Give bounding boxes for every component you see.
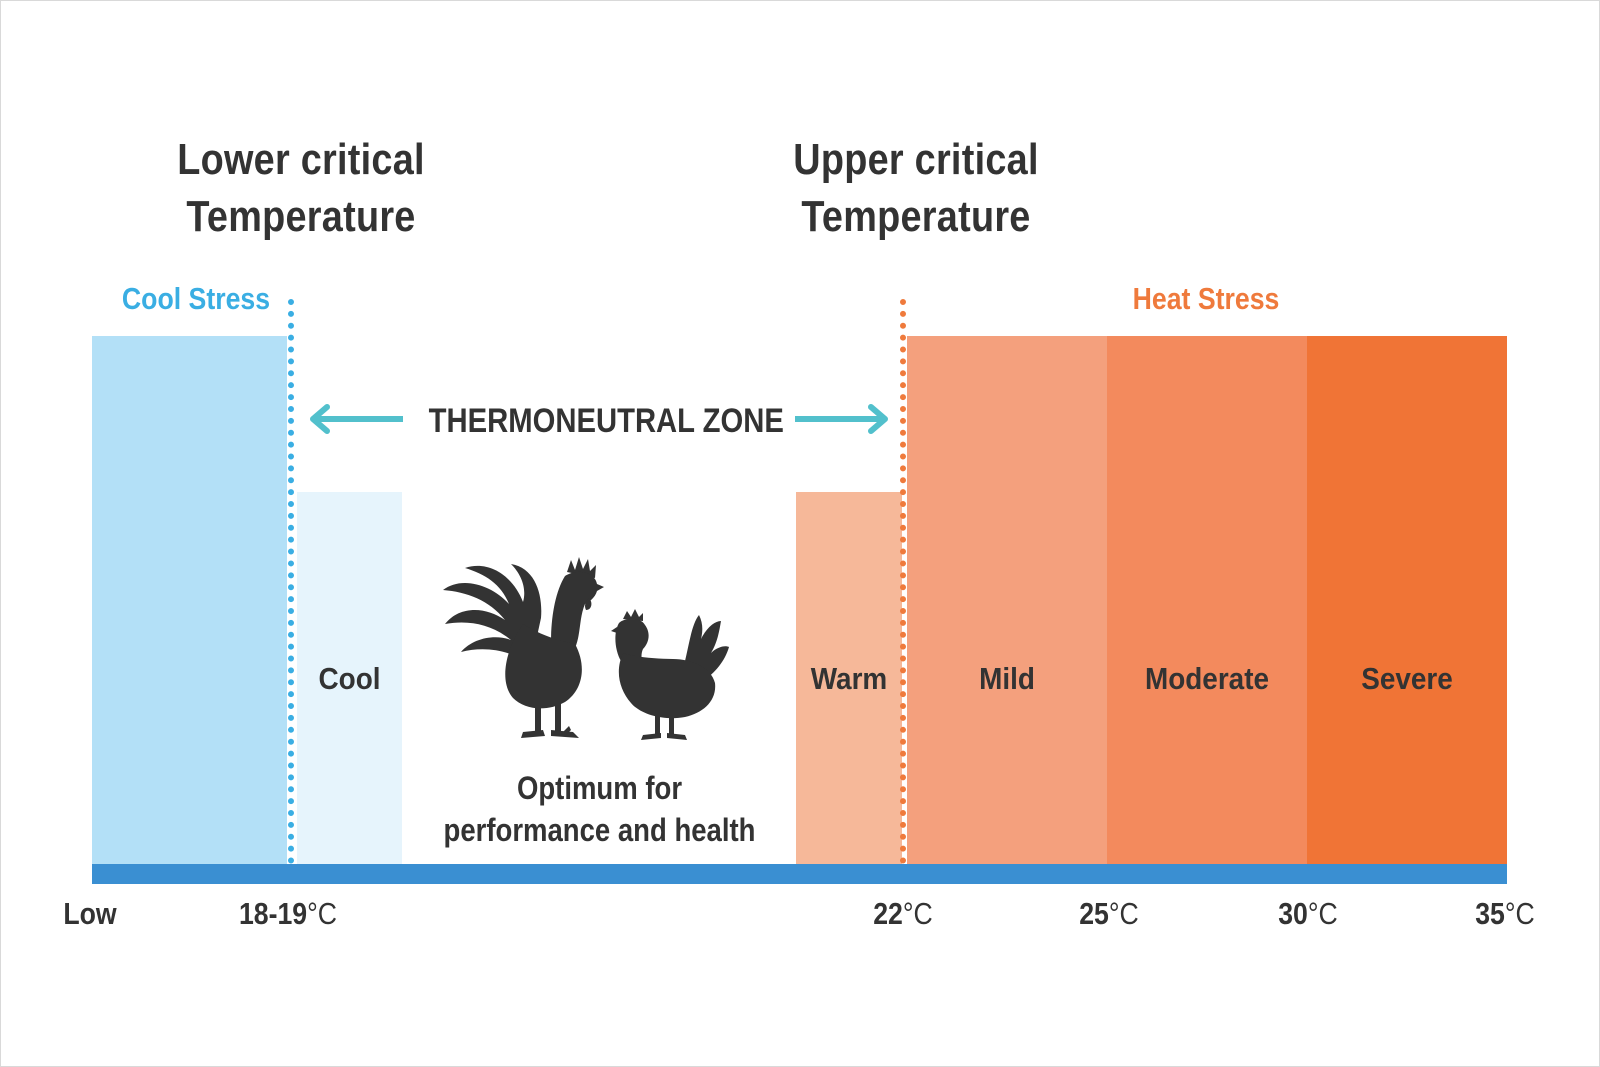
cool-stress-band	[92, 336, 287, 864]
arrow-right-icon	[795, 404, 888, 434]
upper-critical-title: Upper critical Temperature	[783, 131, 1050, 245]
cool-stress-label: Cool Stress	[121, 281, 271, 316]
upper-critical-title-line2: Temperature	[801, 192, 1031, 241]
band-label-warm: Warm	[810, 661, 888, 696]
tick-25: 25°C	[1066, 896, 1152, 932]
hen-silhouette	[611, 609, 729, 740]
tick-35-number: 35	[1475, 896, 1505, 931]
lower-critical-title-line2: Temperature	[186, 192, 416, 241]
optimum-line2: performance and health	[443, 812, 756, 848]
band-label-cool: Cool	[318, 661, 381, 696]
tick-35: 35°C	[1462, 896, 1548, 932]
upper-critical-title-line1: Upper critical	[793, 135, 1039, 184]
lower-critical-title-line1: Lower critical	[177, 135, 425, 184]
optimum-text: Optimum for performance and health	[431, 767, 769, 851]
thermoneutral-zone-label: THERMONEUTRAL ZONE	[428, 402, 784, 440]
tick-30: 30°C	[1265, 896, 1351, 932]
band-label-moderate: Moderate	[1144, 661, 1270, 696]
tick-18-19: 18-19°C	[224, 896, 353, 932]
cool-band	[297, 492, 402, 864]
axis-bar	[92, 864, 1507, 884]
optimum-line1: Optimum for	[516, 770, 683, 806]
tick-22: 22°C	[860, 896, 946, 932]
tick-35-unit: °C	[1504, 896, 1535, 931]
heat-stress-label: Heat Stress	[1132, 281, 1280, 316]
tick-22-number: 22	[873, 896, 903, 931]
lower-critical-title: Lower critical Temperature	[172, 131, 430, 245]
band-label-mild: Mild	[979, 661, 1035, 696]
tick-30-unit: °C	[1307, 896, 1338, 931]
band-label-severe: Severe	[1361, 661, 1453, 696]
tick-22-unit: °C	[902, 896, 933, 931]
rooster-silhouette	[443, 557, 604, 738]
tick-18-19-number: 18-19	[238, 896, 308, 931]
warm-band	[796, 492, 902, 864]
upper-critical-line	[900, 299, 906, 864]
tick-low: Low	[63, 896, 117, 931]
tick-30-number: 30	[1278, 896, 1308, 931]
arrow-left-icon	[310, 404, 403, 434]
tick-25-unit: °C	[1108, 896, 1139, 931]
tick-18-19-unit: °C	[307, 896, 338, 931]
lower-critical-line	[288, 299, 294, 864]
tick-25-number: 25	[1079, 896, 1109, 931]
mild-band	[907, 336, 1107, 864]
moderate-band	[1107, 336, 1307, 864]
severe-band	[1307, 336, 1507, 864]
